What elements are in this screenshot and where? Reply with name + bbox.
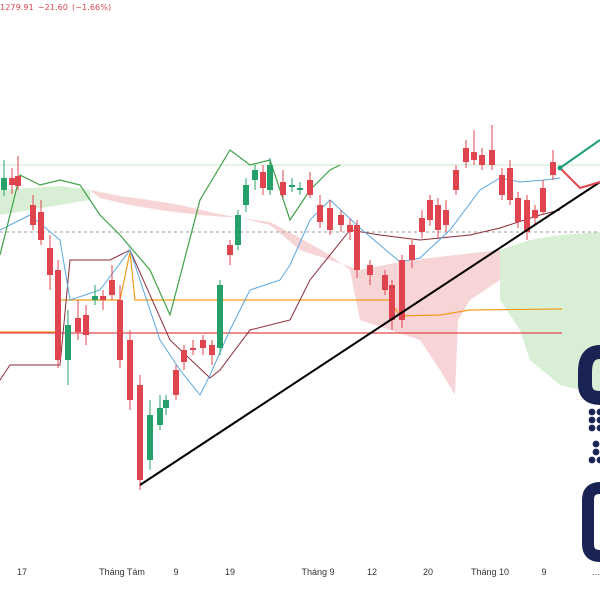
x-axis-tick-label: Tháng Tám (99, 567, 145, 577)
candle-body-29 (260, 172, 266, 188)
candle-body-37 (338, 215, 344, 225)
candle-body-43 (399, 260, 405, 320)
cloud-bullish-left (0, 186, 90, 215)
candle-body-42 (389, 285, 395, 320)
candle-body-10 (92, 296, 98, 300)
price-header: 1279.91 −21.60 (−1.66%) (0, 3, 111, 12)
candle-body-17 (157, 408, 163, 425)
candle-body-6 (55, 270, 61, 360)
logo-dot (592, 448, 600, 456)
candle-body-55 (507, 168, 513, 200)
base-line (0, 209, 561, 381)
x-axis-tick-label: Tháng 10 (471, 567, 509, 577)
close-value: 1279.91 (0, 3, 34, 12)
logo-dot (588, 456, 596, 464)
candle-body-45 (419, 218, 425, 232)
candle-body-57 (524, 200, 530, 232)
candle-body-13 (117, 300, 123, 360)
candle-body-34 (307, 180, 313, 195)
candle-body-24 (217, 285, 223, 348)
candle-body-53 (489, 150, 495, 165)
candle-body-7 (65, 325, 71, 360)
candle-body-58 (532, 210, 538, 218)
candle-body-9 (83, 315, 89, 335)
candle-body-27 (243, 185, 249, 205)
candle-body-15 (137, 385, 143, 480)
candle-body-4 (38, 212, 44, 240)
candle-body-33 (297, 188, 303, 190)
candle-body-32 (289, 185, 295, 187)
x-axis-tick-label: 9 (541, 567, 546, 577)
candle-body-41 (382, 275, 388, 290)
candle-body-50 (463, 148, 469, 162)
candle-body-14 (127, 340, 133, 400)
logo-dot (588, 408, 596, 416)
cloud-bullish-right (500, 232, 600, 395)
x-axis-tick-label: 12 (367, 567, 377, 577)
x-axis-tick-label: Tháng 9 (301, 567, 334, 577)
green-projection-line (559, 139, 600, 169)
logo-dot (588, 416, 596, 424)
candle-body-40 (367, 265, 373, 275)
red-projection-line (559, 167, 600, 190)
logo-mark-bottom (582, 482, 600, 562)
x-axis-tick-label: 9 (173, 567, 178, 577)
candle-body-26 (235, 215, 241, 245)
candle-body-21 (190, 348, 196, 350)
candle-body-35 (317, 205, 323, 222)
candle-body-49 (453, 170, 459, 190)
candle-body-52 (479, 155, 485, 165)
candle-body-23 (209, 345, 215, 355)
change-percent: (−1.66%) (72, 3, 112, 12)
candle-body-25 (227, 245, 233, 255)
projection-anchor-dot (557, 165, 563, 171)
x-axis-ellipsis: … (592, 567, 600, 577)
candle-body-39 (354, 225, 360, 270)
candle-body-8 (75, 318, 81, 332)
candle-body-56 (515, 198, 521, 222)
logo-mark-top (578, 345, 600, 405)
candle-body-31 (280, 182, 286, 195)
cloud-bearish (90, 190, 500, 395)
candle-body-0 (1, 178, 7, 190)
change-value: −21.60 (37, 3, 69, 12)
candle-body-59 (540, 188, 546, 212)
candle-body-20 (181, 350, 187, 362)
logo-dot (588, 424, 596, 432)
x-axis-tick-label: 20 (423, 567, 433, 577)
candle-body-1 (9, 178, 15, 185)
logo-dot (592, 440, 600, 448)
candle-body-5 (47, 248, 53, 275)
lagging-span-line (0, 149, 341, 317)
candle-body-54 (499, 175, 505, 195)
x-axis-tick-label: 17 (17, 567, 27, 577)
candle-body-44 (409, 245, 415, 260)
candle-body-38 (347, 225, 353, 232)
black-support-trendline (139, 181, 600, 486)
candle-body-18 (163, 400, 169, 408)
candle-body-11 (100, 296, 106, 300)
x-axis-tick-label: 19 (225, 567, 235, 577)
candle-body-60 (550, 162, 556, 175)
conversion-line (0, 177, 561, 396)
logo-dot (596, 408, 600, 416)
candle-body-48 (443, 210, 449, 225)
candle-body-51 (471, 152, 477, 160)
logo-dot (596, 424, 600, 432)
candle-body-28 (252, 170, 258, 180)
candle-body-12 (109, 280, 115, 295)
candle-body-2 (15, 176, 21, 186)
candle-body-19 (173, 370, 179, 395)
candle-body-36 (327, 208, 333, 230)
candle-body-22 (200, 340, 206, 348)
logo-dot (596, 456, 600, 464)
candle-body-47 (435, 205, 441, 230)
logo-dot (596, 416, 600, 424)
candle-body-46 (427, 200, 433, 220)
candle-body-3 (30, 205, 36, 225)
candle-body-30 (267, 165, 273, 190)
candle-body-16 (147, 415, 153, 460)
